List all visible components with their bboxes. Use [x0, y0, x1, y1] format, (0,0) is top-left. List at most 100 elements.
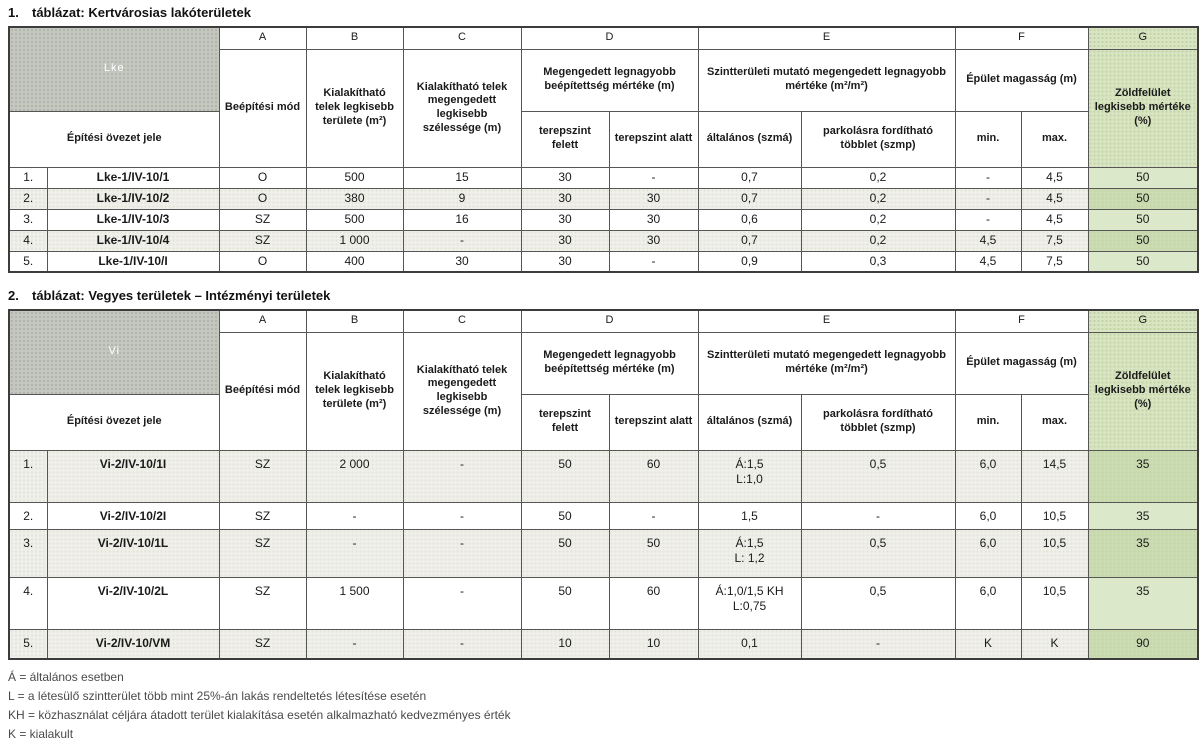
- cell-mode: O: [218, 187, 307, 210]
- cell-name: Lke-1/IV-10/4: [46, 229, 220, 252]
- table-row: 5. Lke-1/IV-10/I O 400 30 30-0,9 0,3 4,5 7,5 50: [8, 250, 1199, 273]
- header-max-coverage: Megengedett legnagyobb beépítettség mért…: [520, 331, 699, 395]
- column-letter-a: A: [218, 309, 307, 333]
- table-body-lke: 1. Lke-1/IV-10/1 O 500 15 30-0,7 0,2-4,5 50 2. Lk…: [8, 166, 1199, 273]
- cell-below: 30: [608, 187, 699, 210]
- cell-name: Vi-2/IV-10/2I: [46, 501, 220, 530]
- column-letter-a: A: [218, 26, 307, 50]
- cell-green: 50: [1087, 250, 1199, 273]
- zone-code-cell: Vi: [8, 309, 220, 395]
- cell-szma: 0,7: [697, 229, 802, 252]
- header-height-max: max.: [1020, 393, 1089, 451]
- cell-area: 1 500: [305, 576, 404, 630]
- cell-min: -: [954, 166, 1022, 189]
- cell-above: 30: [520, 208, 610, 231]
- column-letter-d: D: [520, 26, 699, 50]
- cell-szma: Á:1,5 L:1,0: [697, 449, 802, 503]
- header-far-parking: parkolásra fordítható többlet (szmp): [800, 110, 956, 168]
- cell-szma: 1,5: [697, 501, 802, 530]
- cell-width: 9: [402, 187, 522, 210]
- cell-width: 16: [402, 208, 522, 231]
- cell-below: -: [608, 250, 699, 273]
- table-row: 3. Vi-2/IV-10/1L SZ - -50 50 Á:1,5 L: 1,2 0,5 6,…: [8, 528, 1199, 578]
- cell-mode: SZ: [218, 628, 307, 660]
- cell-szma: 0,9: [697, 250, 802, 273]
- column-letter-b: B: [305, 309, 404, 333]
- cell-above: 30: [520, 166, 610, 189]
- header-building-height: Épület magasság (m): [954, 48, 1089, 112]
- cell-width: 30: [402, 250, 522, 273]
- cell-name: Vi-2/IV-10/1L: [46, 528, 220, 578]
- cell-szmp: -: [800, 501, 956, 530]
- cell-mode: SZ: [218, 229, 307, 252]
- header-above-ground: terepszint felett: [520, 393, 610, 451]
- header-building-mode: Beépítési mód: [218, 48, 307, 168]
- header-sub-row: Építési övezet jele terepszint felett te…: [8, 110, 1198, 168]
- table-1-title: 1. táblázat: Kertvárosias lakóterületek: [8, 5, 1200, 20]
- cell-szmp: 0,2: [800, 229, 956, 252]
- cell-num: 4.: [8, 229, 48, 252]
- cell-name: Vi-2/IV-10/2L: [46, 576, 220, 630]
- cell-num: 3.: [8, 528, 48, 578]
- header-above-ground: terepszint felett: [520, 110, 610, 168]
- header-building-height: Épület magasság (m): [954, 331, 1089, 395]
- cell-szmp: 0,5: [800, 449, 956, 503]
- cell-green: 35: [1087, 528, 1199, 578]
- cell-max: 4,5: [1020, 208, 1089, 231]
- cell-num: 1.: [8, 166, 48, 189]
- table-row: 5. Vi-2/IV-10/VM SZ - -10 10 0,1- K K 90: [8, 628, 1199, 660]
- column-letter-f: F: [954, 26, 1089, 50]
- cell-szmp: 0,5: [800, 528, 956, 578]
- cell-mode: SZ: [218, 208, 307, 231]
- cell-green: 50: [1087, 229, 1199, 252]
- column-letter-e: E: [697, 309, 956, 333]
- cell-max: 4,5: [1020, 166, 1089, 189]
- cell-max: K: [1020, 628, 1089, 660]
- header-max-coverage: Megengedett legnagyobb beépítettség mért…: [520, 48, 699, 112]
- header-green-surface: Zöldfelület legkisebb mértéke (%): [1087, 48, 1199, 168]
- cell-szma: 0,7: [697, 166, 802, 189]
- table-2-number: 2.: [8, 288, 19, 304]
- cell-area: 380: [305, 187, 404, 210]
- table-body-vi: 1. Vi-2/IV-10/1I SZ 2 000-50 60 Á:1,5 L:1,0 0,…: [8, 449, 1199, 660]
- cell-num: 5.: [8, 250, 48, 273]
- cell-width: -: [402, 628, 522, 660]
- header-min-plot-width: Kialakítható telek megengedett legkisebb…: [402, 331, 522, 451]
- column-letter-g: G: [1087, 309, 1199, 333]
- column-letter-row: Lke A B C D E F G: [8, 26, 1199, 112]
- cell-max: 14,5: [1020, 449, 1089, 503]
- cell-below: 10: [608, 628, 699, 660]
- cell-name: Vi-2/IV-10/1I: [46, 449, 220, 503]
- cell-above: 30: [520, 229, 610, 252]
- cell-above: 50: [520, 576, 610, 630]
- cell-min: 6,0: [954, 501, 1022, 530]
- cell-mode: SZ: [218, 576, 307, 630]
- cell-min: 4,5: [954, 229, 1022, 252]
- header-sub-row: Építési övezet jele terepszint felett te…: [8, 393, 1198, 451]
- legend: Á = általános esetben L = a létesülő szi…: [8, 668, 1200, 744]
- table-1-title-text: táblázat: Kertvárosias lakóterületek: [32, 5, 251, 20]
- cell-width: -: [402, 229, 522, 252]
- header-below-ground: terepszint alatt: [608, 110, 699, 168]
- cell-szma: 0,6: [697, 208, 802, 231]
- table-1-number: 1.: [8, 5, 19, 20]
- cell-green: 90: [1087, 628, 1199, 660]
- column-letter-c: C: [402, 26, 522, 50]
- cell-below: 30: [608, 229, 699, 252]
- table-row: 3. Lke-1/IV-10/3 SZ 500 16 30 30 0,6 0,2-4,5 50: [8, 208, 1199, 231]
- cell-min: 6,0: [954, 576, 1022, 630]
- table-row: 1. Vi-2/IV-10/1I SZ 2 000-50 60 Á:1,5 L:1,0 0,…: [8, 449, 1199, 503]
- header-height-min: min.: [954, 393, 1022, 451]
- cell-name: Vi-2/IV-10/VM: [46, 628, 220, 660]
- legend-line-a: Á = általános esetben: [8, 670, 124, 685]
- cell-szmp: 0,2: [800, 208, 956, 231]
- cell-above: 50: [520, 528, 610, 578]
- table-2-title-text: táblázat: Vegyes területek – Intézményi …: [32, 288, 331, 304]
- cell-num: 5.: [8, 628, 48, 660]
- cell-num: 4.: [8, 576, 48, 630]
- cell-area: 500: [305, 208, 404, 231]
- cell-min: -: [954, 208, 1022, 231]
- cell-name: Lke-1/IV-10/I: [46, 250, 220, 273]
- cell-area: -: [305, 501, 404, 530]
- cell-min: 4,5: [954, 250, 1022, 273]
